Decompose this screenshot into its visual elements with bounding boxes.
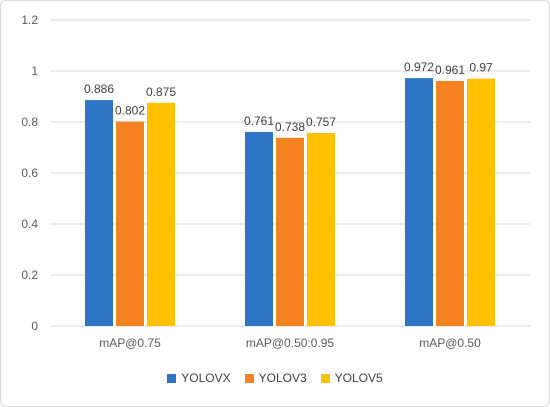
data-label: 0.802: [115, 103, 145, 117]
data-label: 0.972: [404, 60, 434, 74]
data-label: 0.97: [469, 61, 493, 75]
data-label: 0.738: [275, 120, 305, 134]
bar-yolovx: [245, 131, 273, 326]
bar-yolov3: [276, 137, 304, 326]
data-label: 0.961: [435, 63, 465, 77]
legend-swatch-yolov3: [244, 373, 254, 383]
legend-item-yolov5: YOLOV5: [320, 371, 383, 385]
x-tick-label: mAP@0.75: [99, 336, 161, 350]
x-tick-label: mAP@0.50: [419, 336, 481, 350]
bar-yolov3: [436, 80, 464, 326]
y-tick-label: 1.2: [21, 13, 38, 27]
data-label: 0.761: [244, 114, 274, 128]
bar-yolov3: [116, 121, 144, 327]
y-tick-label: 0.2: [21, 268, 38, 282]
legend-label-yolov3: YOLOV3: [258, 371, 307, 385]
bar-yolov5: [467, 78, 495, 327]
y-tick-label: 0.6: [21, 166, 38, 180]
bar-yolovx: [85, 100, 113, 326]
legend-item-yolovx: YOLOVX: [167, 371, 231, 385]
legend-swatch-yolov5: [320, 373, 330, 383]
y-tick-label: 0.4: [21, 217, 38, 231]
bar-yolovx: [405, 78, 433, 326]
y-tick-label: 0.8: [21, 115, 38, 129]
bar-yolov5: [147, 102, 175, 326]
legend-label-yolovx: YOLOVX: [181, 371, 231, 385]
legend-swatch-yolovx: [167, 373, 177, 383]
data-label: 0.757: [306, 115, 336, 129]
y-tick-label: 0: [31, 319, 38, 333]
legend: YOLOVX YOLOV3 YOLOV5: [0, 370, 550, 386]
legend-item-yolov3: YOLOV3: [244, 371, 307, 385]
data-label: 0.886: [84, 82, 114, 96]
data-label: 0.875: [146, 85, 176, 99]
x-tick-label: mAP@0.50:0.95: [246, 336, 335, 350]
legend-label-yolov5: YOLOV5: [334, 371, 383, 385]
bar-yolov5: [307, 132, 335, 326]
y-tick-label: 1: [31, 64, 38, 78]
